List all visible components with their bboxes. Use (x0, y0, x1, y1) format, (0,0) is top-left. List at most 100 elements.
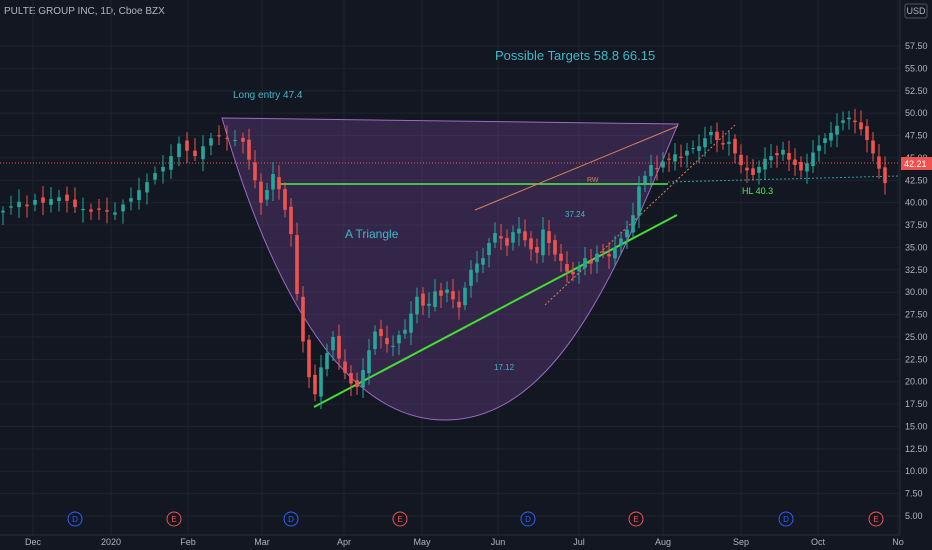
candle-body (799, 161, 803, 171)
candle-body (691, 148, 695, 150)
x-tick-label: Jul (573, 537, 585, 547)
event-circle (67, 511, 83, 527)
candle-body (493, 233, 497, 243)
candle-body (277, 177, 281, 190)
x-tick-label: Sep (733, 537, 749, 547)
candle-body (241, 137, 245, 142)
candle-body (391, 345, 395, 347)
candle-body (595, 253, 599, 263)
y-tick-label: 25.00 (905, 332, 928, 342)
x-tick-label: Feb (180, 537, 196, 547)
candle-body (859, 122, 863, 130)
candle-body (841, 120, 845, 123)
x-tick-label: Jun (491, 537, 506, 547)
candle-body (265, 190, 269, 200)
candle-body (847, 117, 851, 120)
candle-body (343, 361, 347, 373)
triangle-label: A Triangle (345, 227, 399, 241)
candle-body (361, 370, 365, 388)
hl-label: HL 40.3 (742, 186, 773, 196)
candle-body (877, 156, 881, 169)
earnings-event-marker[interactable]: E (392, 511, 408, 527)
y-tick-label: 42.50 (905, 175, 928, 185)
candle-body (721, 143, 725, 145)
candle-body (511, 232, 515, 243)
candle-body (331, 336, 335, 351)
candle-body (307, 339, 311, 378)
earnings-event-marker[interactable]: E (628, 511, 644, 527)
currency-badge: USD (904, 3, 928, 19)
candle-body (499, 236, 503, 239)
y-tick-label: 35.00 (905, 242, 928, 252)
candle-body (793, 159, 797, 166)
candle-body (781, 149, 785, 155)
y-tick-label: 52.50 (905, 86, 928, 96)
dividend-event-marker[interactable]: D (520, 511, 536, 527)
candle-body (193, 150, 197, 157)
y-tick-label: 37.50 (905, 220, 928, 230)
candle-body (57, 197, 61, 202)
candle-body (403, 329, 407, 334)
dividend-event-marker[interactable]: D (778, 511, 794, 527)
candle-body (337, 335, 341, 359)
y-tick-label: 17.50 (905, 399, 928, 409)
candle-body (547, 231, 551, 243)
candlestick-series (1, 108, 887, 410)
candle-body (733, 138, 737, 154)
dividend-event-marker[interactable]: D (283, 511, 299, 527)
candle-body (487, 242, 491, 256)
earnings-event-marker[interactable]: E (868, 511, 884, 527)
candle-body (685, 150, 689, 156)
candle-body (769, 156, 773, 161)
candle-body (451, 291, 455, 300)
candle-body (589, 261, 593, 264)
candle-body (49, 199, 53, 205)
event-label: E (633, 515, 638, 524)
candle-body (129, 198, 133, 202)
event-label: D (783, 515, 789, 524)
candle-body (829, 132, 833, 141)
candle-body (739, 154, 743, 166)
candle-body (667, 158, 671, 160)
candle-body (295, 235, 299, 294)
candle-body (81, 208, 85, 211)
value-17-12-label: 17.12 (494, 363, 515, 372)
candle-body (319, 367, 323, 397)
candle-body (97, 208, 101, 210)
currency-label: USD (906, 6, 926, 16)
dividend-event-marker[interactable]: D (67, 511, 83, 527)
candle-body (763, 158, 767, 170)
candle-body (571, 271, 575, 275)
y-tick-label: 57.50 (905, 41, 928, 51)
y-tick-label: 55.00 (905, 63, 928, 73)
cup-pattern (221, 117, 679, 421)
x-tick-label: No (892, 537, 904, 547)
y-tick-label: 5.00 (905, 511, 923, 521)
candle-body (727, 141, 731, 144)
candle-body (415, 296, 419, 315)
candle-body (613, 247, 617, 259)
y-tick-label: 50.00 (905, 108, 928, 118)
y-tick-label: 20.00 (905, 377, 928, 387)
candle-body (217, 135, 221, 137)
price-axis[interactable]: 57.5055.0052.5050.0047.5045.0042.5040.00… (899, 0, 928, 535)
y-tick-label: 47.50 (905, 131, 928, 141)
symbol-line: PULTE GROUP INC, 1D, Cboe BZX (4, 6, 165, 17)
event-circle (868, 511, 884, 527)
event-label: E (873, 515, 878, 524)
candle-body (505, 238, 509, 246)
candle-body (655, 168, 659, 170)
earnings-event-marker[interactable]: E (166, 511, 182, 527)
candle-body (201, 146, 205, 160)
candle-body (439, 290, 443, 296)
candle-body (247, 139, 251, 160)
candle-body (457, 301, 461, 308)
chart-legend: PULTE GROUP INC, 1D, Cboe BZX (4, 6, 165, 17)
time-axis[interactable]: Dec 2020 Feb Mar Apr May Jun Jul Aug Sep Oct No (0, 534, 904, 547)
x-tick-label: May (413, 537, 431, 547)
candle-body (427, 303, 431, 306)
candle-body (325, 353, 329, 370)
possible-targets-label: Possible Targets 58.8 66.15 (495, 48, 655, 63)
x-tick-label: Mar (254, 537, 270, 547)
